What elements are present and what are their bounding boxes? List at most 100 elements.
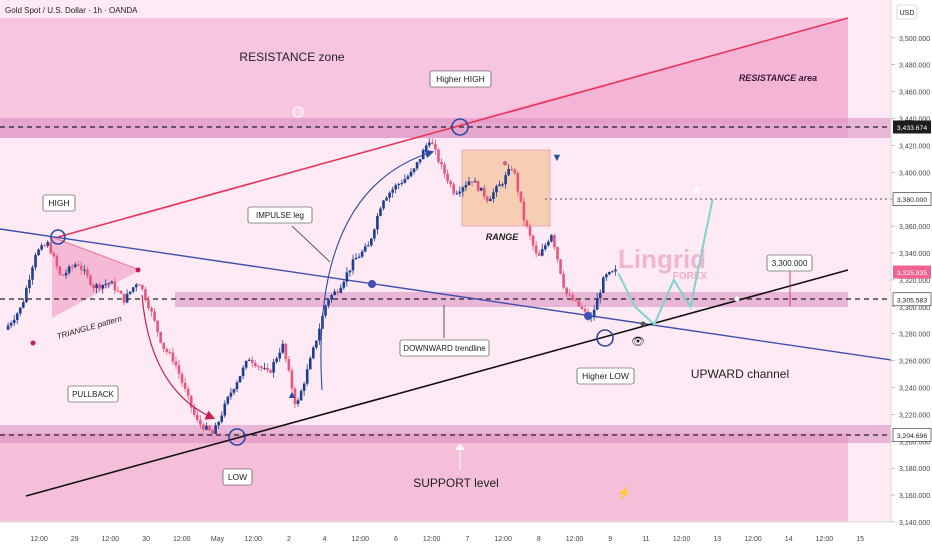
candle-body [272,361,275,373]
triangle-vertex-dot [30,340,36,346]
resistance-trendline [57,17,849,238]
candle-body [553,235,556,248]
time-tick-label: 12:00 [816,536,834,543]
candle-body [223,403,227,416]
upward-channel-line [25,269,849,497]
candle-body [412,168,416,172]
candle-body [153,311,156,321]
support-band [0,425,891,443]
candle-body [388,192,391,198]
high-pivot [50,229,66,245]
svg-text:Higher HIGH: Higher HIGH [436,74,485,84]
price-tick-label: 3,260.000 [899,359,930,366]
time-axis[interactable] [0,522,891,550]
candle-body [394,185,398,190]
candle-body [354,257,358,260]
resistance-zone-label: RESISTANCE zone [239,50,344,64]
candle-body [510,168,514,170]
candle-body [492,192,495,200]
candle-body [525,220,529,227]
candle-body [327,299,330,306]
label-higher-low: Higher LOW [576,367,635,385]
price-tick-group: 3,500.000 3,480.000 3,460.000 3,440.000 3,42… [891,36,930,527]
candle-body [61,274,65,276]
candle-body [547,241,550,246]
flash-icon: ⚡ [617,486,632,500]
candle-body [28,279,31,289]
range-label: RANGE [486,232,519,242]
candle-body [122,293,126,303]
candle-body [357,256,361,258]
time-tick-label: 12:00 [244,536,262,543]
candle-body [583,308,587,312]
candle-body [296,400,300,404]
candle-body [6,325,10,330]
candle-body [141,285,144,290]
candle-body [437,149,440,163]
candle-body [86,269,89,276]
candle-body [482,187,486,197]
candle-body [98,284,101,289]
candle-body [473,181,477,183]
candle-body [174,361,178,366]
candle-body [385,197,388,201]
candle-body [116,290,120,292]
price-tick-label: 3,160.000 [899,493,930,500]
price-tick-label: 3,400.000 [899,170,930,177]
svg-text:HIGH: HIGH [48,198,69,208]
candle-body [534,245,538,254]
label-downward-trendline: DOWNWARD trendline [399,339,490,357]
time-tick-label: 12:00 [423,536,441,543]
candle-body [244,360,248,368]
candle-body [345,272,349,282]
candle-body [110,281,114,284]
upward-channel-label: UPWARD channel [691,367,789,381]
candle-body [9,322,13,326]
candle-body [144,289,147,301]
currency-badge[interactable]: USD [896,4,918,20]
candle-body [134,284,138,288]
candle-body [250,359,254,363]
candle-body [290,370,294,389]
candle-body [568,294,572,296]
candle-body [543,245,547,250]
price-tick-label: 3,360.000 [899,224,930,231]
candle-body [592,309,596,317]
price-tick-label: 3,180.000 [899,466,930,473]
candle-body [464,185,468,188]
candle-body [373,229,376,239]
candle-body [580,306,584,309]
svg-text:3,433.674: 3,433.674 [897,125,927,132]
candle-body [128,291,132,294]
triangle-apex-dot [135,267,141,273]
svg-text:IMPULSE leg: IMPULSE leg [256,211,304,220]
candle-body [318,328,321,341]
candle-body [138,284,141,286]
candle-body [208,425,211,431]
candle-body [608,271,611,275]
candle-body [22,302,25,308]
candle-body [183,382,187,389]
candle-body [131,287,135,292]
candle-body [559,259,562,274]
price-tag-level-3305: 3,305.583 [892,292,932,307]
price-tag-current-price: 3,325.835 [893,265,931,279]
candle-body [366,245,370,247]
candle-body [400,182,404,184]
candle-body [263,367,266,369]
rocket-icon: ▲ [287,389,298,401]
candle-body [202,424,205,430]
candle-body [565,287,568,295]
candle-body [601,277,605,293]
candle-body [476,181,480,191]
price-tick-label: 3,280.000 [899,332,930,339]
candle-body [302,383,306,391]
candle-body [315,340,318,348]
candle-body [333,291,336,296]
candle-body [513,169,517,173]
label-higher-high: Higher HIGH [429,70,492,88]
candle-body [501,184,504,186]
price-tick-label: 3,340.000 [899,251,930,258]
candle-body [171,352,175,362]
